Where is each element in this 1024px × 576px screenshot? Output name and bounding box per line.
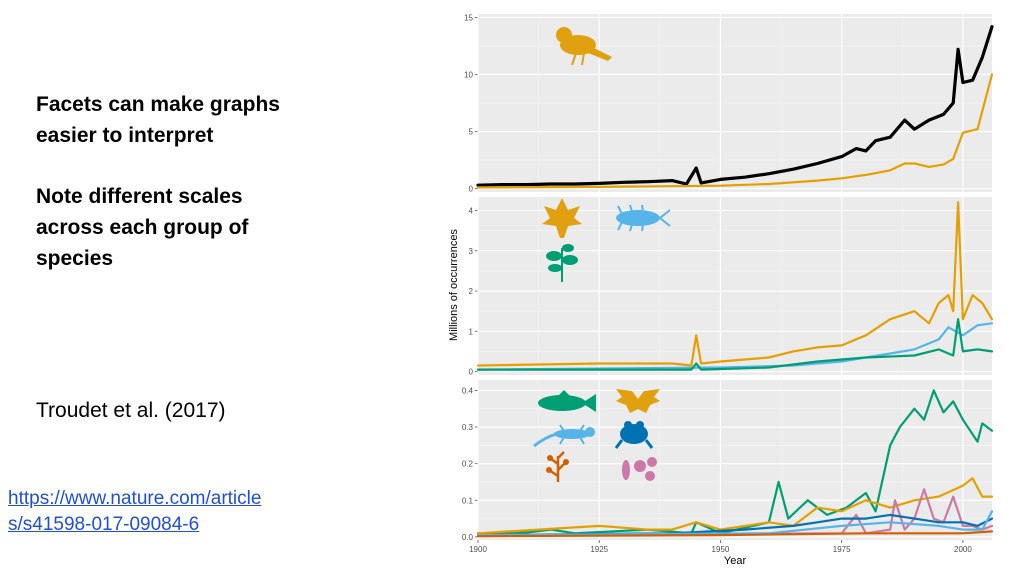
slide-heading: Facets can make graphs easier to interpr…	[36, 89, 366, 274]
lizard-icon	[533, 424, 595, 448]
y-tick-label: 4	[469, 206, 474, 215]
leaf-icon-part	[542, 198, 582, 238]
seaweed-icon-part	[548, 451, 567, 482]
microbe-icon	[622, 457, 657, 481]
x-axis-title: Year	[724, 555, 747, 567]
y-tick-label: 5	[469, 128, 474, 137]
heading-line: Facets can make graphs	[36, 93, 280, 116]
y-tick-label: 0.3	[462, 423, 474, 432]
frog-icon-part	[614, 439, 654, 449]
seaweed-icon-part	[547, 455, 553, 461]
fish-icon-part	[558, 390, 570, 396]
series-line	[476, 73, 994, 189]
y-tick-label: 0.1	[462, 496, 474, 505]
y-tick-label: 0.0	[462, 533, 474, 542]
citation: Troudet et al. (2017)	[36, 399, 226, 422]
plant-icon	[546, 244, 578, 282]
plant-icon-part	[562, 255, 578, 265]
bird-icon-part	[571, 52, 585, 66]
seaweed-icon-part	[546, 467, 552, 473]
heading-line: easier to interpret	[36, 124, 214, 147]
insect-icon-part	[617, 204, 671, 232]
y-tick-label: 2	[469, 287, 474, 296]
series-line	[476, 322, 994, 371]
y-tick-label: 1	[469, 327, 474, 336]
lizard-icon-part	[554, 429, 590, 439]
series-line	[476, 530, 994, 538]
frog-icon-part	[624, 421, 632, 429]
plant-icon-part	[548, 264, 562, 272]
microbe-icon-part	[645, 471, 655, 481]
series-line	[476, 201, 994, 367]
y-tick-label: 0	[469, 368, 474, 377]
y-axis-title: Millions of occurrences	[448, 229, 460, 341]
series-line	[476, 510, 994, 537]
series-line	[476, 513, 994, 537]
article-link[interactable]: https://www.nature.com/article s/s41598-…	[8, 486, 358, 538]
fish-icon	[538, 390, 596, 412]
bird-icon-part	[556, 27, 572, 43]
heading-line: across each group of	[36, 216, 249, 239]
chart-panels: 0 5 10 15 0 1 2 3 4 0.0 0.1 0.2 0.3 0.4 1900 1925 1950 19…	[462, 13, 994, 554]
heading-gap	[36, 151, 366, 181]
insect-icon-part	[616, 210, 660, 226]
lizard-icon-part	[585, 427, 595, 437]
x-tick-label: 1975	[833, 545, 851, 554]
frog-icon	[614, 421, 654, 449]
seaweed-icon-part	[563, 459, 569, 465]
y-tick-label: 15	[464, 13, 473, 22]
leaf-icon	[542, 198, 582, 238]
microbe-icon-part	[622, 460, 630, 480]
x-tick-label: 1950	[712, 545, 730, 554]
x-tick-label: 2000	[954, 545, 972, 554]
x-tick-label: 1900	[469, 545, 487, 554]
series-line	[476, 389, 994, 535]
link-line[interactable]: s/s41598-017-09084-6	[8, 514, 200, 535]
y-tick-label: 0.4	[462, 386, 474, 395]
y-tick-label: 0.2	[462, 460, 474, 469]
bird-icon	[556, 27, 612, 66]
plant-icon-part	[546, 251, 562, 261]
y-tick-label: 10	[464, 70, 473, 79]
y-tick-label: 0	[469, 185, 474, 194]
bat-icon-part	[616, 389, 660, 413]
x-tick-label: 1925	[590, 545, 608, 554]
frog-icon-part	[636, 421, 644, 429]
heading-line: species	[36, 247, 114, 270]
link-line[interactable]: https://www.nature.com/article	[8, 488, 262, 509]
series-line	[476, 318, 994, 371]
bat-icon	[616, 389, 660, 413]
microbe-icon-part	[647, 457, 657, 467]
seaweed-icon	[546, 451, 569, 482]
fish-icon-part	[582, 394, 596, 412]
bird-icon-part	[588, 47, 612, 61]
frog-icon-part	[620, 424, 648, 444]
plant-icon-part	[562, 244, 574, 252]
fish-icon-part	[538, 395, 586, 411]
series-line	[476, 477, 994, 535]
insect-icon	[616, 204, 671, 232]
lizard-icon-part	[533, 432, 557, 448]
series-line	[476, 25, 994, 187]
faceted-line-chart: 0 5 10 15 0 1 2 3 4 0.0 0.1 0.2 0.3 0.4 1900 1925 1950 19…	[448, 13, 994, 567]
microbe-icon-part	[634, 460, 646, 472]
heading-line: Note different scales	[36, 185, 243, 208]
lizard-icon-part	[559, 424, 585, 445]
y-tick-label: 3	[469, 247, 474, 256]
